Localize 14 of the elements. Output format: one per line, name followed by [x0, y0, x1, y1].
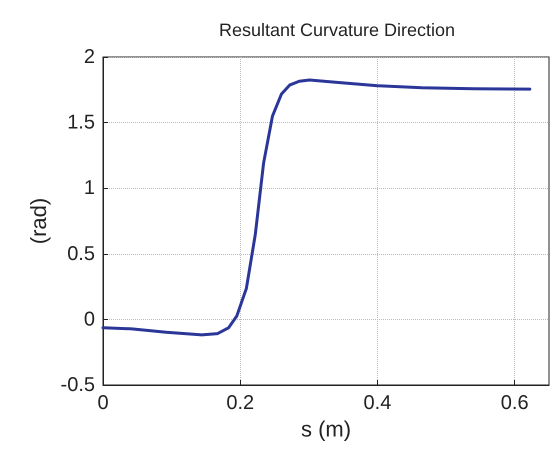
x-tick-label: 0: [97, 392, 109, 414]
chart-title: Resultant Curvature Direction: [218, 20, 456, 40]
x-tick-label: 0.6: [500, 392, 529, 414]
x-axis-title: s (m): [300, 416, 352, 442]
y-tick-label: 2: [84, 46, 95, 68]
y-tick-label: 0: [84, 308, 95, 330]
y-tick-label: 1.5: [67, 112, 95, 134]
y-tick-label: -0.5: [60, 374, 95, 396]
line-series: [102, 78, 532, 336]
y-tick-label: 0.5: [67, 242, 95, 265]
y-tick-label: 1: [84, 177, 95, 200]
x-tick-label: 0.2: [226, 392, 254, 414]
x-tick-label: 0.4: [364, 392, 392, 414]
y-axis-title: (rad): [26, 198, 52, 244]
